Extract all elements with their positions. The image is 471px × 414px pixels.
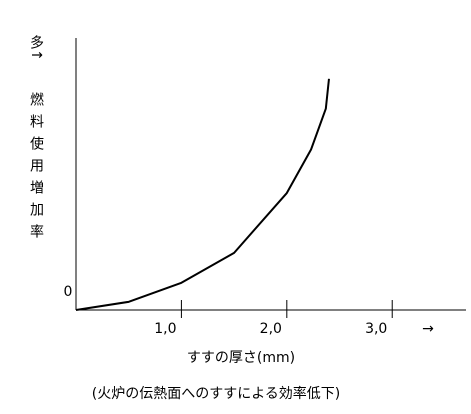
y-axis-label: 燃料使用増加率 <box>28 91 44 246</box>
x-arrow: → <box>422 321 434 337</box>
caption: (火炉の伝熱面へのすすによる効率低下) <box>92 385 341 402</box>
y-label-top: 多↑ <box>28 34 44 60</box>
x-tick-label: 2,0 <box>260 321 282 337</box>
curve <box>75 78 330 311</box>
x-tick-label: 3,0 <box>365 321 387 337</box>
x-axis-label: すすの厚さ(mm) <box>187 350 295 366</box>
y-tick-label: 0 <box>64 284 73 300</box>
x-tick-label: 1,0 <box>154 321 176 337</box>
